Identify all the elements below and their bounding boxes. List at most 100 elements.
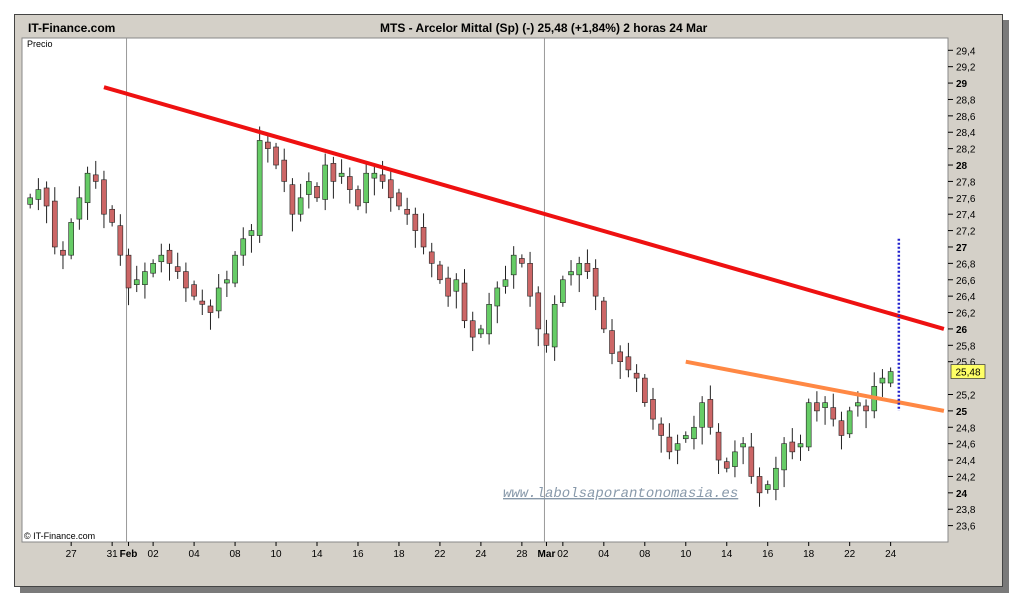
candle-body — [461, 282, 468, 322]
x-tick-label: 27 — [66, 549, 78, 560]
candle-body — [732, 451, 738, 467]
y-tick-label: 28,2 — [956, 145, 976, 156]
candle-body — [478, 328, 484, 335]
candle-body — [887, 371, 894, 384]
y-tick-label: 26,6 — [956, 276, 976, 287]
y-tick-label: 23,6 — [956, 522, 976, 533]
candle-body — [846, 410, 853, 435]
y-tick-label: 26,4 — [956, 292, 976, 303]
candle-body — [502, 279, 509, 287]
candle-body — [781, 443, 787, 471]
candle-body — [699, 402, 705, 428]
candle-body — [109, 208, 115, 223]
y-tick-label: 24,2 — [956, 472, 976, 483]
candle-body — [248, 230, 255, 236]
candle — [691, 415, 697, 450]
candle-body — [527, 263, 533, 297]
candle — [76, 186, 83, 230]
candle-body — [814, 402, 820, 412]
x-tick-label: 16 — [352, 549, 364, 560]
candle — [510, 246, 517, 289]
candle — [650, 387, 656, 430]
candle — [551, 295, 558, 361]
last-price-tag: 25,48 — [950, 364, 986, 379]
candle-body — [346, 176, 353, 190]
candle-body — [150, 263, 156, 274]
candle-body — [723, 461, 730, 469]
candle-body — [437, 264, 443, 281]
candle-body — [625, 356, 632, 371]
x-tick-label: 28 — [516, 549, 528, 560]
candle-body — [142, 271, 148, 285]
candle-body — [576, 263, 583, 276]
candle-body — [486, 304, 492, 335]
candle — [133, 265, 140, 293]
candle-body — [322, 164, 329, 200]
candle — [183, 262, 189, 302]
x-tick-label: 10 — [680, 549, 692, 560]
candle — [207, 299, 214, 330]
candle-body — [35, 189, 42, 200]
candle-body — [199, 300, 206, 305]
candle-body — [371, 172, 378, 179]
candle — [142, 262, 148, 299]
candle — [35, 178, 42, 211]
candle — [125, 248, 132, 306]
y-tick-label: 25,6 — [956, 358, 976, 369]
y-tick-label: 27,2 — [956, 227, 976, 238]
x-tick-label: 24 — [885, 549, 897, 560]
candle — [568, 260, 574, 286]
candle — [199, 289, 206, 315]
candle-body — [314, 186, 320, 199]
candle-body — [27, 197, 33, 205]
x-tick-label: 22 — [844, 549, 856, 560]
candle-body — [289, 184, 296, 215]
candle — [887, 367, 894, 388]
candle-body — [543, 333, 550, 346]
candle-body — [830, 407, 837, 420]
candle-body — [76, 197, 83, 220]
x-tick-label: 22 — [434, 549, 446, 560]
candle — [740, 437, 746, 465]
y-tick-label: 26 — [956, 325, 968, 336]
candle-body — [84, 172, 91, 204]
candle — [879, 369, 886, 397]
candle — [224, 270, 230, 297]
candle — [773, 456, 779, 501]
candle-body — [674, 443, 681, 451]
candle-body — [789, 441, 796, 453]
candle-body — [715, 431, 722, 461]
candle-body — [510, 254, 517, 276]
candle — [560, 275, 566, 307]
candle — [748, 433, 755, 484]
candle-body — [92, 174, 99, 182]
candle-body — [240, 238, 247, 256]
resistance-trendline — [103, 85, 945, 331]
candle — [404, 197, 410, 225]
support-trendline — [685, 359, 945, 413]
candle — [314, 182, 320, 202]
candle — [543, 319, 550, 353]
candle — [674, 434, 681, 465]
candle-body — [355, 189, 361, 207]
y-tick-label: 24,6 — [956, 440, 976, 451]
candle — [617, 345, 624, 379]
y-tick-label: 24,8 — [956, 423, 976, 434]
candle-body — [338, 172, 345, 177]
candle — [158, 243, 165, 273]
candle-body — [666, 436, 673, 453]
candle-body — [707, 399, 714, 428]
candle — [445, 266, 451, 307]
candle-body — [838, 420, 845, 436]
candle — [732, 440, 738, 478]
y-tick-label: 28,8 — [956, 95, 976, 106]
x-tick-label: 10 — [270, 549, 282, 560]
candle-body — [682, 435, 689, 440]
y-tick-label: 28,6 — [956, 112, 976, 123]
site-name: IT-Finance.com — [28, 21, 116, 35]
candle — [109, 205, 115, 227]
candle-body — [306, 181, 312, 195]
candle-body — [551, 304, 558, 348]
candle — [781, 437, 787, 488]
candle — [838, 411, 845, 450]
